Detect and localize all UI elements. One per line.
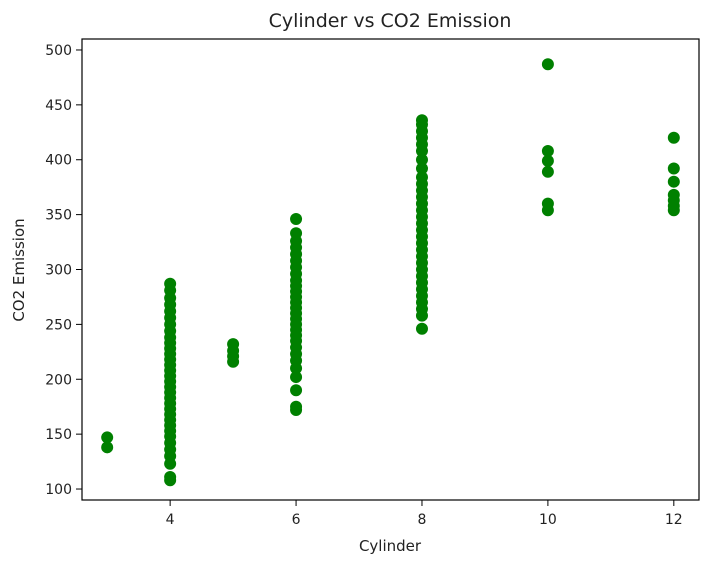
- x-tick-label: 12: [665, 512, 683, 528]
- scatter-point: [164, 470, 177, 483]
- scatter-point: [667, 162, 680, 175]
- y-tick-label: 450: [45, 98, 72, 114]
- scatter-point: [290, 213, 303, 226]
- scatter-point: [101, 441, 114, 454]
- scatter-point: [227, 338, 240, 351]
- y-tick-label: 100: [45, 482, 72, 498]
- scatter-point: [541, 154, 554, 167]
- scatter-point: [667, 175, 680, 188]
- y-tick-label: 300: [45, 263, 72, 279]
- y-tick-label: 350: [45, 208, 72, 224]
- x-tick-label: 10: [539, 512, 557, 528]
- y-tick-label: 150: [45, 427, 72, 443]
- y-axis-label: CO2 Emission: [10, 218, 28, 321]
- scatter-point: [290, 384, 303, 397]
- x-tick-label: 6: [292, 512, 301, 528]
- scatter-point: [541, 58, 554, 71]
- scatter-points: [101, 58, 680, 487]
- chart-title: Cylinder vs CO2 Emission: [269, 10, 512, 32]
- scatter-point: [541, 144, 554, 157]
- scatter-point: [101, 431, 114, 444]
- scatter-point: [415, 322, 428, 335]
- scatter-point: [415, 162, 428, 175]
- y-tick-label: 400: [45, 153, 72, 169]
- x-tick-label: 8: [418, 512, 427, 528]
- y-tick-label: 250: [45, 317, 72, 333]
- scatter-point: [164, 277, 177, 290]
- scatter-point: [290, 371, 303, 384]
- scatter-point: [667, 188, 680, 201]
- y-tick-label: 500: [45, 43, 72, 59]
- y-axis-ticks: 100 150 200 250 300 350 400 450 500: [45, 43, 82, 498]
- scatter-point: [541, 197, 554, 210]
- scatter-point: [290, 227, 303, 240]
- x-tick-label: 4: [166, 512, 175, 528]
- scatter-point: [415, 153, 428, 166]
- y-tick-label: 200: [45, 372, 72, 388]
- scatter-point: [415, 114, 428, 127]
- scatter-point: [667, 131, 680, 144]
- scatter-point: [290, 400, 303, 413]
- scatter-point: [541, 165, 554, 178]
- scatter-point: [415, 171, 428, 184]
- x-axis-label: Cylinder: [359, 537, 422, 555]
- x-axis-ticks: 4 6 8 10 12: [166, 500, 683, 528]
